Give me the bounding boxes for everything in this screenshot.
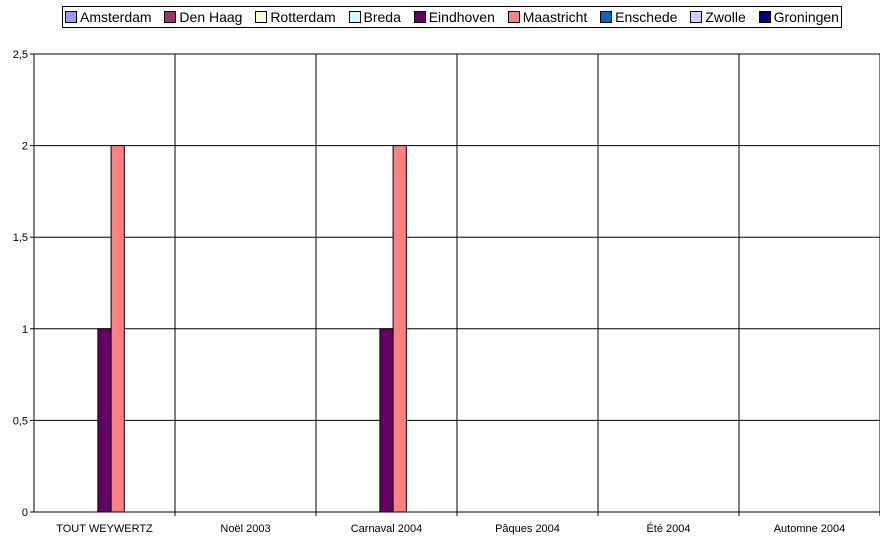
y-tick-label: 1,5	[13, 232, 28, 244]
y-tick-label: 1	[22, 324, 28, 336]
legend-item-eindhoven: Eindhoven	[413, 9, 495, 25]
legend-swatch-groningen	[758, 11, 771, 23]
legend-item-rotterdam: Rotterdam	[255, 9, 336, 25]
legend-item-amsterdam: Amsterdam	[65, 9, 152, 25]
x-tick-label-carnaval-2004: Carnaval 2004	[351, 523, 423, 535]
y-tick-label: 2,5	[13, 49, 28, 61]
legend-item-groningen: Groningen	[758, 9, 839, 25]
legend-label-eindhoven: Eindhoven	[428, 9, 495, 25]
bar-eindhoven-tout-weywertz	[97, 328, 112, 513]
x-tick-label-tout-weywertz: TOUT WEYWERTZ	[56, 523, 153, 535]
chart-legend: Amsterdam Den Haag Rotterdam Breda Eindhoven…	[62, 6, 842, 28]
legend-item-den-haag: Den Haag	[164, 9, 242, 25]
legend-label-amsterdam: Amsterdam	[80, 9, 152, 25]
y-tick-label: 0	[22, 507, 28, 519]
legend-swatch-enschede	[600, 11, 613, 23]
legend-swatch-eindhoven	[413, 11, 426, 23]
legend-label-rotterdam: Rotterdam	[270, 9, 336, 25]
legend-swatch-breda	[348, 11, 361, 23]
legend-item-maastricht: Maastricht	[507, 9, 588, 25]
x-tick-label-ete-2004: Été 2004	[646, 522, 690, 535]
legend-swatch-zwolle	[690, 11, 703, 23]
legend-label-breda: Breda	[363, 9, 401, 25]
legend-swatch-den-haag	[164, 11, 177, 23]
legend-label-enschede: Enschede	[615, 9, 678, 25]
x-tick-label-paques-2004: Pâques 2004	[495, 523, 560, 535]
legend-item-enschede: Enschede	[600, 9, 677, 25]
y-tick-label: 2	[22, 141, 28, 153]
legend-swatch-amsterdam	[65, 11, 77, 23]
x-tick-label-automne-2004: Automne 2004	[774, 523, 846, 535]
legend-label-den-haag: Den Haag	[179, 9, 243, 25]
legend-swatch-maastricht	[507, 11, 520, 23]
x-tick-label-noel-2003: Noël 2003	[220, 523, 270, 535]
legend-label-groningen: Groningen	[773, 9, 839, 25]
legend-swatch-rotterdam	[255, 11, 268, 23]
legend-label-zwolle: Zwolle	[705, 9, 746, 25]
y-tick-label: 0,5	[13, 415, 28, 427]
legend-label-maastricht: Maastricht	[522, 9, 588, 25]
legend-item-zwolle: Zwolle	[690, 9, 746, 25]
bar-maastricht-carnaval-2004	[392, 145, 407, 513]
bar-maastricht-tout-weywertz	[110, 145, 125, 513]
legend-item-breda: Breda	[348, 9, 401, 25]
bar-eindhoven-carnaval-2004	[379, 328, 394, 513]
